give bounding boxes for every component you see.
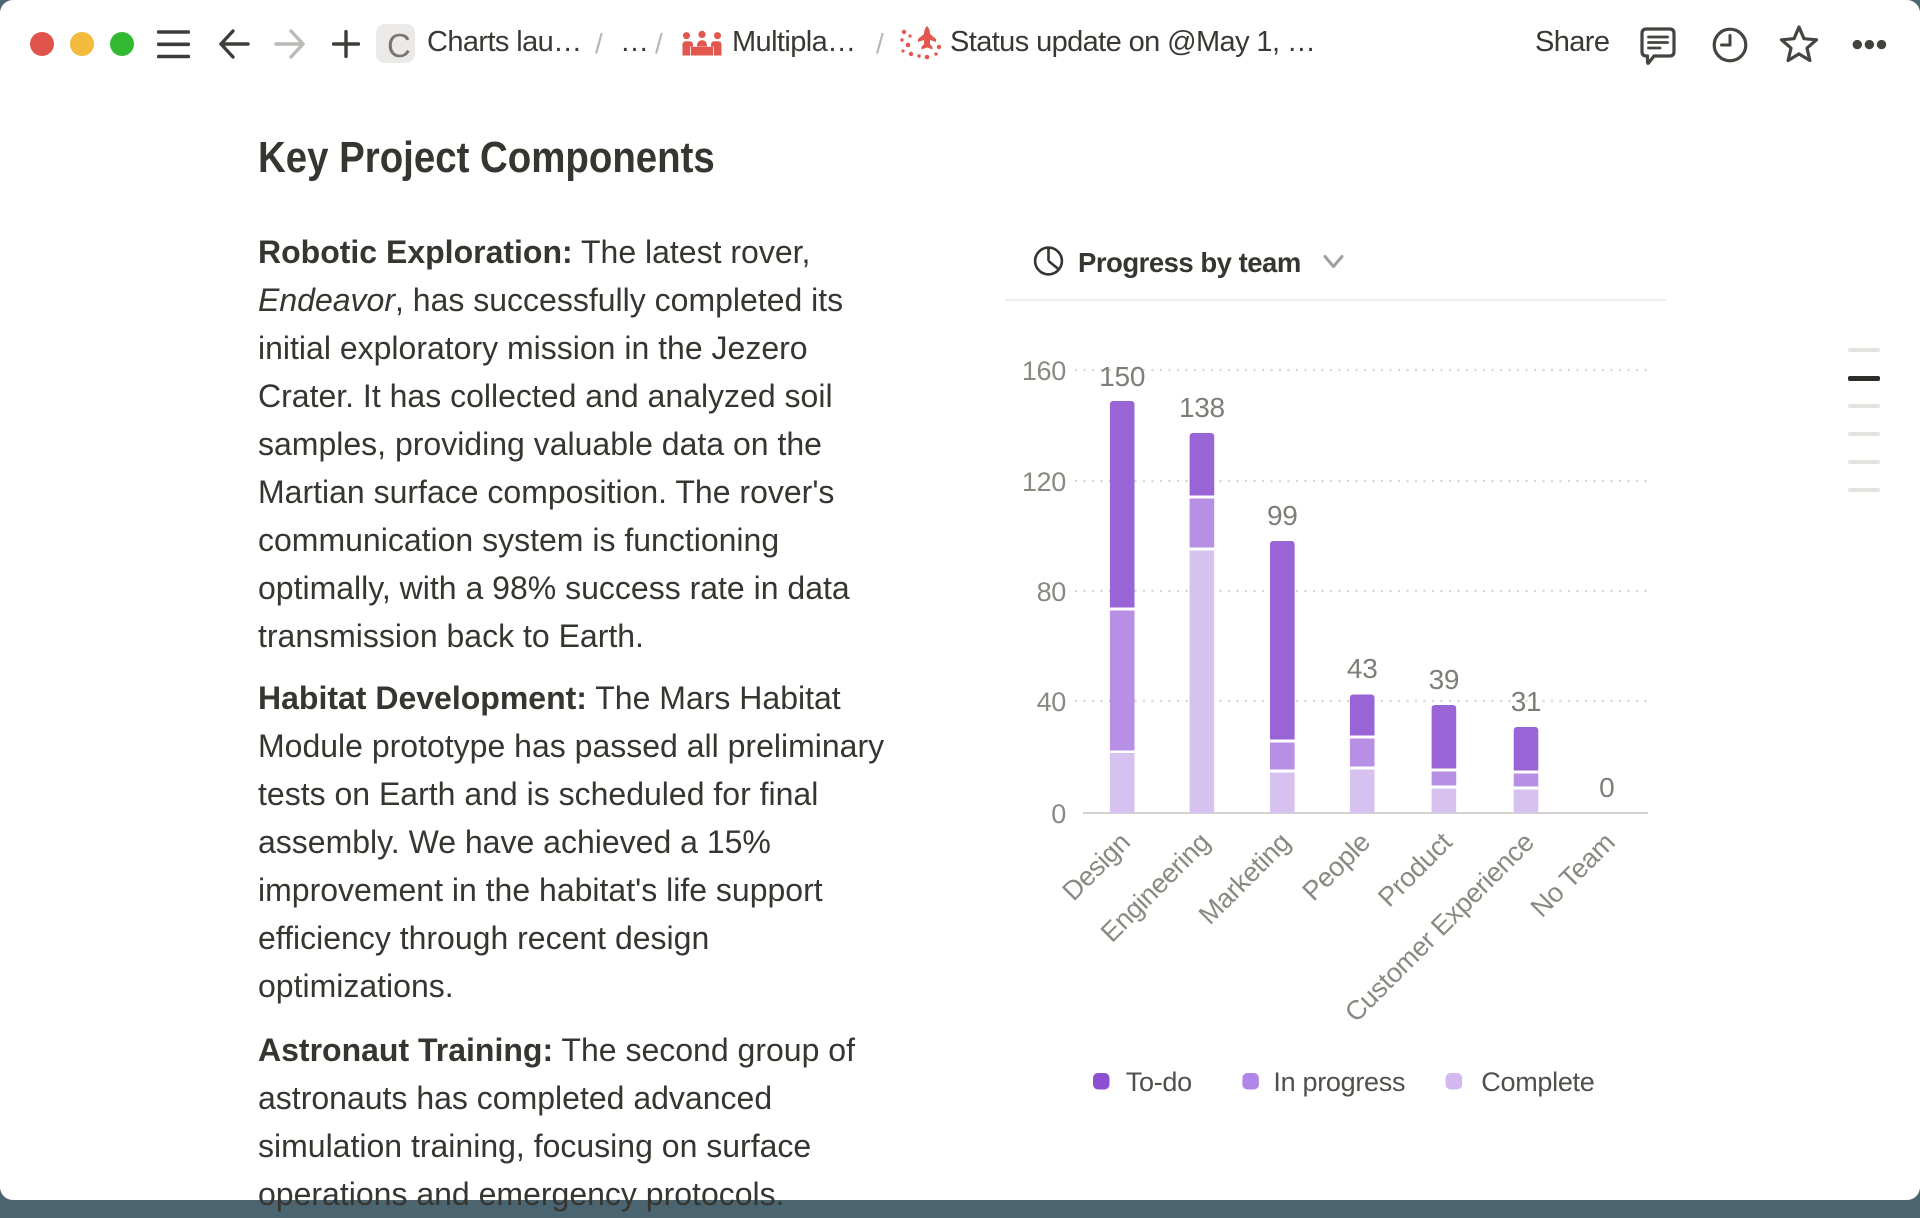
svg-text:43: 43: [1347, 653, 1378, 684]
svg-text:31: 31: [1511, 686, 1542, 717]
svg-text:People: People: [1297, 827, 1376, 906]
svg-text:Progress by team: Progress by team: [1078, 247, 1301, 278]
svg-text:Complete: Complete: [1481, 1067, 1594, 1097]
svg-text:39: 39: [1429, 664, 1460, 695]
svg-text:150: 150: [1099, 361, 1145, 392]
svg-text:0: 0: [1599, 772, 1614, 803]
svg-text:No Team: No Team: [1525, 827, 1621, 923]
svg-text:80: 80: [1037, 577, 1066, 607]
svg-text:Design: Design: [1057, 827, 1136, 906]
svg-text:40: 40: [1037, 687, 1066, 717]
svg-text:In progress: In progress: [1273, 1067, 1405, 1097]
svg-text:To-do: To-do: [1126, 1067, 1192, 1097]
svg-text:120: 120: [1022, 467, 1066, 497]
svg-text:160: 160: [1022, 356, 1066, 386]
svg-text:138: 138: [1179, 392, 1225, 423]
svg-text:99: 99: [1267, 500, 1298, 531]
svg-text:0: 0: [1051, 799, 1066, 829]
